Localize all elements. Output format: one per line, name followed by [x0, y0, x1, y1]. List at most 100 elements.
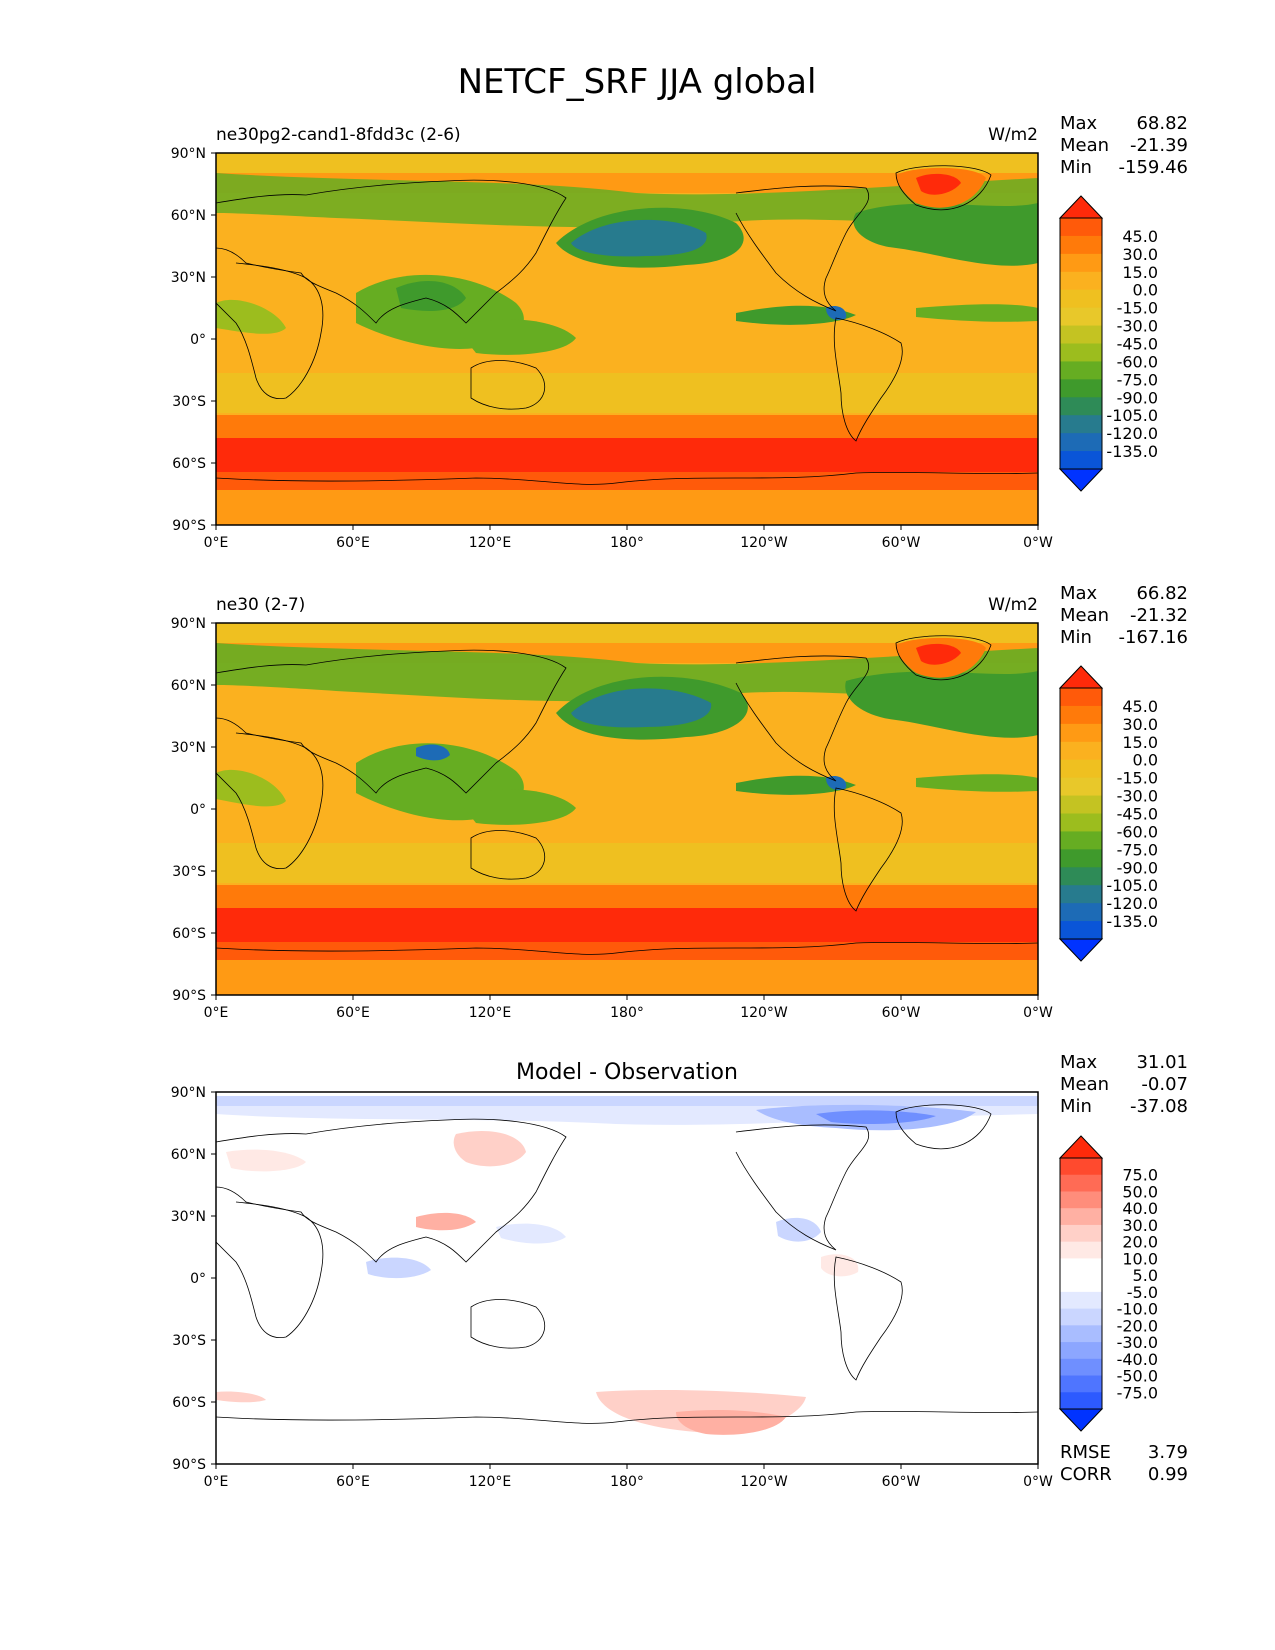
stat-corr-label: CORR	[1060, 1464, 1112, 1485]
field-greenland-core	[916, 173, 961, 195]
colorbar-segment	[1060, 885, 1102, 904]
ytick-label: 90°N	[171, 1085, 206, 1101]
panel-3-yaxis: 90°N 60°N 30°N 0° 30°S 60°S 90°S	[171, 1085, 216, 1473]
field-band-s-storm-edge	[216, 942, 1038, 960]
panel-1-map	[216, 153, 1038, 525]
stat-max-value: 68.82	[1136, 113, 1188, 134]
ytick-label: 90°S	[172, 518, 206, 534]
field-africa-green	[216, 299, 286, 334]
xtick-label: 0°E	[204, 1474, 229, 1490]
coast-n-america	[735, 655, 869, 782]
field-n-pacific-core	[571, 688, 712, 728]
field-india-red	[416, 1212, 476, 1231]
coastlines	[216, 165, 1038, 485]
colorbar-segment	[1060, 723, 1102, 743]
ytick-label: 30°N	[171, 740, 206, 756]
coast-australia	[470, 360, 546, 410]
coastlines	[216, 635, 1038, 955]
stat-mean-label: Mean	[1060, 605, 1109, 626]
colorbar-label: -120.0	[1106, 894, 1158, 913]
colorbar-label: 75.0	[1122, 1166, 1158, 1185]
panel-2-stats: Max 66.82 Mean -21.32 Min -167.16	[1060, 583, 1188, 648]
colorbar-segment	[1060, 831, 1102, 850]
field-band-mid-s	[216, 373, 1038, 413]
colorbar-segment	[1060, 1224, 1102, 1243]
xtick-label: 0°W	[1023, 1005, 1053, 1021]
field-e-pacific-itcz	[736, 305, 856, 325]
colorbar-segment	[1060, 1358, 1102, 1377]
coast-africa	[216, 732, 324, 870]
colorbar-segment	[1060, 1375, 1102, 1393]
colorbar-segment	[1060, 777, 1102, 797]
stat-max-label: Max	[1060, 583, 1098, 604]
field-siberia-red	[453, 1131, 526, 1167]
coast-s-america	[833, 1256, 903, 1381]
stat-rmse-value: 3.79	[1148, 1442, 1188, 1463]
coast-n-america	[735, 1124, 869, 1251]
colorbar-segment	[1060, 235, 1102, 255]
colorbar-segment	[1060, 1275, 1102, 1293]
field-band-n-polar	[216, 623, 1038, 643]
colorbar-segment	[1060, 1325, 1102, 1343]
panel-1-title: ne30pg2-cand1-8fdd3c (2-6)	[216, 125, 461, 145]
colorbar-segment	[1060, 1208, 1102, 1226]
xtick-label: 120°E	[469, 1474, 512, 1490]
panel-3-stats: Max 31.01 Mean -0.07 Min -37.08 RMSE 3.7…	[1060, 1052, 1188, 1485]
coast-s-america	[833, 317, 903, 442]
colorbar-label: 0.0	[1133, 281, 1158, 300]
colorbar-extend-top	[1058, 195, 1104, 219]
coast-greenland	[895, 635, 992, 681]
ytick-label: 60°S	[172, 1395, 206, 1411]
xtick-label: 60°E	[336, 1005, 370, 1021]
colorbar-extend-bottom	[1058, 1408, 1104, 1432]
colorbar-frame	[1059, 1157, 1103, 1410]
field-atl-itcz	[916, 774, 1038, 792]
ytick-label: 30°S	[172, 864, 206, 880]
colorbar-label: 45.0	[1122, 227, 1158, 246]
colorbar-label: -75.0	[1117, 840, 1158, 859]
stat-min-value: -159.46	[1119, 157, 1188, 178]
field-europe-red	[226, 1149, 306, 1172]
colorbar-label: -120.0	[1106, 424, 1158, 443]
stat-max-value: 66.82	[1136, 583, 1188, 604]
colorbar-segment	[1060, 218, 1102, 237]
field-greenland-core	[916, 643, 961, 665]
field-band-n-polar	[216, 153, 1038, 173]
panel-1-units: W/m2	[988, 125, 1038, 145]
field-antarctic-red-core	[676, 1409, 786, 1435]
field-band-mid-s	[216, 843, 1038, 883]
xtick-label: 120°W	[740, 1474, 788, 1490]
panel-1-yaxis: 90°N 60°N 30°N 0° 30°S 60°S 90°S	[171, 146, 216, 534]
panel-3: Model - Observation	[171, 1052, 1188, 1490]
stat-mean-value: -21.39	[1130, 135, 1188, 156]
colorbar-segment	[1060, 849, 1102, 868]
colorbar-label: 10.0	[1122, 1249, 1158, 1268]
coast-s-america	[833, 787, 903, 912]
stat-corr-value: 0.99	[1148, 1464, 1188, 1485]
colorbar-label: -30.0	[1117, 787, 1158, 806]
stat-mean-value: -0.07	[1141, 1074, 1188, 1095]
colorbar-label: -5.0	[1127, 1283, 1158, 1302]
field-panama	[826, 776, 847, 790]
field-band-s-storm-edge	[216, 472, 1038, 490]
colorbar-label: 30.0	[1122, 715, 1158, 734]
panel-1-xaxis: 0°E 60°E 120°E 180° 120°W 60°W 0°W	[204, 525, 1053, 551]
coast-n-america	[735, 185, 869, 312]
coastlines	[216, 1104, 1038, 1424]
colorbar-label: -75.0	[1117, 370, 1158, 389]
xtick-label: 180°	[610, 1005, 644, 1021]
colorbar-segment	[1060, 1392, 1102, 1410]
colorbar-label: -75.0	[1117, 1383, 1158, 1402]
ytick-label: 90°N	[171, 146, 206, 162]
stat-mean-value: -21.32	[1130, 605, 1188, 626]
coast-antarctica	[216, 942, 1038, 955]
panel-2-map	[216, 623, 1038, 995]
colorbar-segment	[1060, 795, 1102, 814]
coast-eurasia	[216, 1118, 567, 1263]
field-mexico-blue	[776, 1217, 821, 1242]
ytick-label: 60°N	[171, 678, 206, 694]
field-indian-ocean-blue	[366, 1257, 431, 1279]
colorbar-segment	[1060, 307, 1102, 327]
coast-eurasia	[216, 649, 567, 794]
field-panama	[826, 306, 847, 320]
